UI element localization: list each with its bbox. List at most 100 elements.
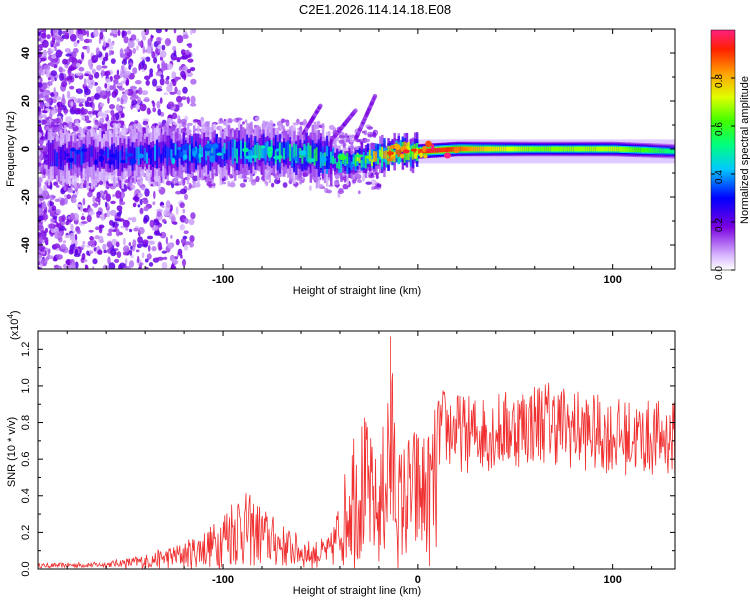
streak-cell [318,103,323,109]
noise-cell [72,102,77,111]
noise-cell [54,117,61,124]
noise-cell [338,139,345,144]
band-cell [505,146,509,152]
band-cell [64,150,67,160]
band-cell [115,149,118,161]
noise-cell [169,91,176,95]
hotspot-cell [137,153,145,159]
band-cell [634,147,638,153]
noise-cell [132,67,138,75]
band-cell [252,147,255,157]
band-cell [47,149,51,169]
y-tick-label: 1.0 [20,378,32,393]
noise-cell [136,45,139,51]
streak-cell [372,94,378,99]
noise-cell [192,175,199,182]
noise-cell [117,122,121,129]
noise-cell [128,242,131,247]
noise-cell [352,179,356,184]
band-cell [141,145,145,161]
noise-cell [101,60,105,66]
noise-cell [184,218,189,224]
band-cell [330,151,333,164]
noise-cell [63,197,68,205]
noise-cell [155,85,162,90]
band-cell [201,147,204,157]
noise-cell [342,142,346,149]
hotspot-cell [431,144,435,151]
noise-cell [125,226,129,231]
noise-cell [84,88,91,96]
band-cell [528,146,531,152]
y-tick-label: 0.4 [20,488,32,503]
band-cell [111,144,114,161]
band-cell [225,149,229,160]
band-cell [309,145,313,164]
band-cell [518,146,521,152]
noise-cell [83,38,91,44]
noise-cell [112,194,116,198]
band-cell [105,146,108,164]
band-cell [80,147,83,166]
noise-cell [104,83,108,89]
band-cell [471,146,474,152]
noise-cell [129,179,133,186]
band-cell [538,146,542,152]
band-cell [598,146,601,152]
noise-cell [227,118,233,124]
hotspot-cell [356,154,364,158]
noise-cell [64,228,67,231]
noise-cell [80,205,83,212]
band-cell [375,151,378,162]
band-cell [313,149,317,166]
hotspot-cell [298,150,307,156]
x-tick-label: -100 [212,274,234,286]
noise-cell [68,56,76,63]
band-cell [117,151,120,169]
noise-cell [39,57,47,62]
noise-cell [54,243,61,249]
noise-cell [135,249,140,253]
noise-cell [184,49,190,56]
band-cell [227,141,231,160]
band-cell [135,146,139,160]
noise-cell [292,122,300,126]
noise-cell [161,63,168,71]
band-cell [573,146,576,152]
noise-cell [172,121,177,126]
noise-cell [338,135,345,139]
band-cell [487,146,490,152]
noise-cell [122,58,128,62]
band-cell [522,146,525,152]
noise-cell [38,43,45,49]
noise-cell [308,185,312,192]
noise-cell [147,38,152,47]
band-cell [119,150,122,164]
colorbar-label: Normalized spectral amplitude [739,76,750,224]
noise-cell [105,78,111,84]
noise-cell [119,120,125,126]
noise-cell [122,219,130,228]
noise-cell [108,49,112,57]
band-cell [72,146,75,165]
band-cell [475,146,478,152]
band-cell [663,148,666,154]
hotspot-cell [192,150,197,157]
band-cell [418,149,421,154]
noise-cell [74,119,79,124]
noise-cell [46,89,49,94]
band-cell [463,146,466,152]
y-tick-label: 0 [20,146,32,152]
band-cell [276,148,280,159]
noise-cell [132,239,137,248]
band-cell [377,149,380,163]
hotspot-cell [81,148,88,153]
noise-cell [239,182,246,188]
band-cell [60,149,63,166]
noise-cell [55,39,62,43]
noise-cell [281,125,285,129]
hotspot-cell [260,145,266,149]
noise-cell [50,43,54,48]
noise-cell [348,134,352,139]
noise-cell [56,101,63,108]
